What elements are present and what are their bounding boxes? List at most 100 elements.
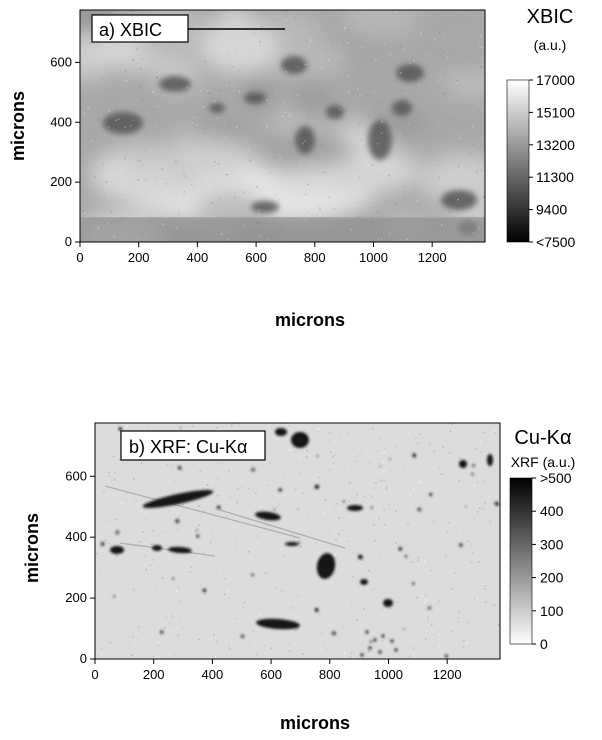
noise-pixel [242, 134, 244, 136]
noise-pixel [404, 198, 406, 201]
noise-pixel [339, 434, 341, 437]
texture-blob [163, 138, 254, 179]
noise-pixel [389, 490, 391, 492]
noise-pixel [424, 76, 426, 78]
noise-pixel [115, 555, 118, 557]
noise-pixel [328, 196, 330, 199]
noise-pixel [347, 28, 350, 31]
noise-pixel [359, 95, 362, 97]
noise-pixel [407, 122, 409, 125]
noise-pixel [336, 235, 338, 238]
noise-pixel [418, 433, 421, 436]
noise-pixel [212, 468, 214, 471]
colorbar-tick-label: 13200 [536, 137, 575, 153]
dark-defect [244, 92, 266, 104]
cu-speck [381, 634, 385, 638]
noise-pixel [191, 122, 193, 124]
noise-pixel [198, 505, 201, 508]
noise-pixel [179, 618, 182, 620]
noise-pixel [352, 93, 355, 95]
noise-pixel [194, 622, 196, 625]
noise-pixel [320, 57, 323, 60]
noise-pixel [404, 92, 407, 95]
noise-pixel [165, 616, 167, 619]
dark-defect [326, 105, 344, 119]
noise-pixel [385, 488, 388, 490]
noise-pixel [495, 567, 498, 570]
noise-pixel [129, 48, 131, 50]
noise-pixel [394, 192, 396, 194]
x-tick-label: 800 [304, 250, 326, 265]
noise-pixel [334, 567, 337, 570]
noise-pixel [159, 540, 161, 543]
noise-pixel [350, 652, 353, 655]
cu-speck [404, 555, 408, 558]
noise-pixel [209, 541, 212, 544]
noise-pixel [209, 468, 212, 470]
noise-pixel [227, 61, 229, 64]
noise-pixel [120, 501, 123, 504]
noise-pixel [377, 101, 380, 103]
noise-pixel [109, 209, 111, 212]
noise-pixel [388, 174, 390, 177]
noise-pixel [446, 56, 449, 59]
noise-pixel [315, 14, 317, 16]
noise-pixel [108, 492, 110, 494]
noise-pixel [189, 465, 192, 468]
noise-pixel [266, 99, 269, 101]
noise-pixel [202, 105, 205, 108]
noise-pixel [420, 60, 422, 62]
noise-pixel [195, 108, 198, 111]
noise-pixel [124, 478, 127, 481]
noise-pixel [195, 25, 198, 27]
noise-pixel [266, 125, 268, 128]
noise-pixel [145, 575, 147, 577]
noise-pixel [164, 178, 167, 180]
noise-pixel [229, 497, 232, 499]
noise-pixel [469, 520, 471, 522]
noise-pixel [152, 91, 154, 93]
noise-pixel [350, 228, 352, 231]
noise-pixel [288, 425, 290, 427]
noise-pixel [282, 475, 285, 478]
noise-pixel [335, 539, 337, 541]
noise-pixel [121, 481, 124, 484]
noise-pixel [217, 494, 219, 497]
noise-pixel [274, 463, 277, 465]
noise-pixel [193, 483, 196, 486]
noise-pixel [319, 427, 321, 430]
noise-pixel [248, 554, 251, 557]
noise-pixel [208, 580, 211, 583]
noise-pixel [419, 638, 422, 641]
noise-pixel [216, 648, 219, 651]
noise-pixel [237, 494, 239, 497]
noise-pixel [466, 214, 468, 217]
noise-pixel [156, 51, 158, 53]
noise-pixel [238, 125, 240, 128]
noise-pixel [449, 99, 452, 102]
noise-pixel [203, 525, 205, 527]
noise-pixel [438, 539, 441, 542]
noise-pixel [311, 466, 313, 469]
noise-pixel [129, 125, 132, 127]
noise-pixel [208, 11, 211, 13]
noise-pixel [382, 491, 385, 494]
noise-pixel [360, 631, 362, 633]
noise-pixel [433, 567, 435, 570]
noise-pixel [486, 575, 488, 577]
noise-pixel [402, 48, 405, 50]
noise-pixel [374, 195, 377, 198]
noise-pixel [147, 101, 150, 103]
noise-pixel [409, 62, 411, 65]
noise-pixel [423, 89, 426, 92]
noise-pixel [452, 465, 455, 467]
noise-pixel [137, 159, 139, 162]
noise-pixel [311, 132, 313, 134]
noise-pixel [476, 171, 478, 174]
dark-defect [281, 56, 307, 74]
noise-pixel [302, 492, 304, 495]
noise-pixel [391, 482, 394, 484]
noise-pixel [243, 224, 246, 227]
cu-precipitate [459, 460, 467, 468]
